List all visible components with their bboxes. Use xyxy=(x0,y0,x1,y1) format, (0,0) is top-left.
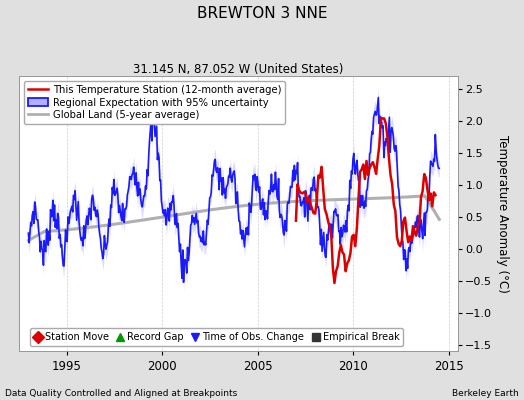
Text: Data Quality Controlled and Aligned at Breakpoints: Data Quality Controlled and Aligned at B… xyxy=(5,389,237,398)
Legend: Station Move, Record Gap, Time of Obs. Change, Empirical Break: Station Move, Record Gap, Time of Obs. C… xyxy=(30,328,403,346)
Title: 31.145 N, 87.052 W (United States): 31.145 N, 87.052 W (United States) xyxy=(134,63,344,76)
Text: Berkeley Earth: Berkeley Earth xyxy=(452,389,519,398)
Text: BREWTON 3 NNE: BREWTON 3 NNE xyxy=(196,6,328,21)
Y-axis label: Temperature Anomaly (°C): Temperature Anomaly (°C) xyxy=(496,134,509,292)
